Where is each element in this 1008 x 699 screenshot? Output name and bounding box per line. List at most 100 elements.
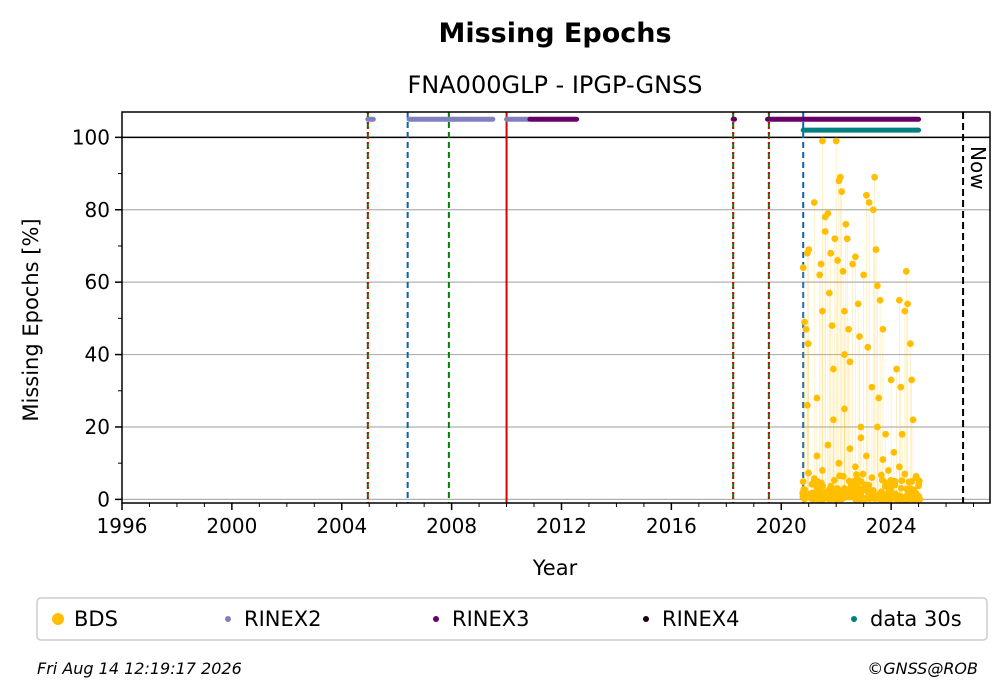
bds-point bbox=[819, 137, 826, 145]
x-tick-label: 1996 bbox=[97, 514, 148, 538]
now-label: Now bbox=[966, 146, 990, 190]
bds-point bbox=[824, 441, 832, 449]
bds-point bbox=[830, 476, 838, 484]
bds-point bbox=[840, 494, 848, 501]
bds-point bbox=[820, 495, 827, 503]
legend-label: BDS bbox=[74, 607, 118, 631]
legend-label: RINEX2 bbox=[244, 607, 322, 631]
bds-point bbox=[906, 485, 914, 492]
bds-point bbox=[859, 470, 867, 478]
bds-point bbox=[902, 267, 910, 275]
bds-point bbox=[890, 477, 898, 485]
legend-label: RINEX4 bbox=[662, 607, 740, 631]
legend-label: data 30s bbox=[870, 607, 962, 631]
bds-point bbox=[813, 452, 821, 460]
x-tick-label: 2016 bbox=[646, 514, 697, 538]
bds-point bbox=[814, 480, 822, 487]
bds-point bbox=[838, 188, 846, 196]
bds-point bbox=[901, 470, 909, 478]
bds-point bbox=[832, 137, 840, 145]
bds-point bbox=[871, 173, 879, 181]
x-tick-label: 2024 bbox=[866, 514, 917, 538]
bds-point bbox=[895, 296, 903, 304]
bds-point bbox=[879, 456, 887, 463]
y-tick-label: 100 bbox=[72, 125, 110, 149]
bds-point bbox=[831, 235, 839, 243]
bds-point bbox=[854, 475, 862, 483]
x-tick-label: 2012 bbox=[536, 514, 587, 538]
footer-timestamp: Fri Aug 14 12:19:17 2026 bbox=[37, 659, 242, 678]
bds-point bbox=[842, 220, 850, 228]
bds-point bbox=[802, 325, 810, 333]
bds-point bbox=[805, 469, 812, 477]
bds-point bbox=[877, 471, 885, 479]
chart-title: Missing Epochs bbox=[438, 18, 671, 49]
legend: BDS RINEX2 RINEX3 RINEX4 data 30s bbox=[52, 607, 962, 631]
bds-point bbox=[856, 333, 863, 340]
y-tick-label: 60 bbox=[85, 270, 110, 294]
bds-point bbox=[865, 491, 873, 499]
bds-point bbox=[841, 351, 848, 358]
bds-point bbox=[799, 478, 807, 486]
bds-point bbox=[830, 365, 837, 373]
bds-point bbox=[893, 365, 901, 373]
bds-point bbox=[909, 416, 917, 424]
bds-point bbox=[843, 235, 851, 243]
x-tick-label: 2020 bbox=[756, 514, 807, 538]
bds-point bbox=[873, 423, 881, 431]
bds-point bbox=[904, 300, 911, 308]
footer-credit: ©GNSS@ROB bbox=[867, 659, 978, 678]
bds-point bbox=[898, 477, 906, 485]
bds-point bbox=[845, 325, 852, 333]
bds-point bbox=[841, 307, 848, 315]
bds-point bbox=[819, 307, 826, 315]
bds-point bbox=[836, 472, 843, 480]
bds-point bbox=[860, 271, 868, 279]
bds-point bbox=[869, 206, 877, 214]
x-tick-label: 2000 bbox=[206, 514, 257, 538]
bds-point bbox=[839, 267, 847, 275]
bds-point bbox=[895, 463, 903, 471]
bds-point bbox=[857, 434, 865, 442]
bds-point bbox=[846, 485, 854, 493]
bds-point bbox=[879, 325, 887, 333]
bds-point bbox=[819, 490, 827, 497]
bds-point bbox=[864, 343, 872, 351]
legend-marker bbox=[225, 616, 231, 622]
bds-point bbox=[906, 493, 914, 501]
bds-point bbox=[830, 416, 837, 424]
bds-point bbox=[890, 448, 898, 456]
bds-point bbox=[854, 300, 862, 308]
bds-point bbox=[845, 477, 853, 485]
bds-point bbox=[855, 490, 862, 498]
y-tick-label: 40 bbox=[85, 343, 110, 367]
bds-point bbox=[811, 490, 818, 498]
bds-point bbox=[817, 260, 825, 268]
bds-point bbox=[816, 271, 824, 279]
x-tick-label: 2004 bbox=[316, 514, 367, 538]
bds-point bbox=[911, 493, 919, 501]
bds-point bbox=[836, 173, 844, 181]
bds-point bbox=[819, 467, 826, 474]
bds-point bbox=[799, 264, 807, 272]
bds-point bbox=[841, 405, 848, 413]
bds-point bbox=[884, 467, 892, 474]
bds-point bbox=[898, 430, 906, 438]
bds-point bbox=[849, 260, 857, 268]
bds-point bbox=[810, 199, 818, 206]
bds-point bbox=[862, 191, 870, 199]
bds-point bbox=[887, 376, 895, 384]
y-tick-label: 0 bbox=[97, 487, 110, 511]
bds-point bbox=[803, 401, 811, 409]
bds-point bbox=[800, 489, 807, 497]
bds-point bbox=[882, 430, 890, 438]
bds-point bbox=[908, 376, 916, 384]
bds-point bbox=[821, 228, 829, 235]
bds-point bbox=[862, 452, 870, 460]
legend-box bbox=[36, 597, 988, 641]
y-tick-label: 20 bbox=[85, 415, 110, 439]
bds-point bbox=[906, 340, 914, 348]
bds-point bbox=[876, 493, 884, 500]
x-axis-label: Year bbox=[532, 556, 578, 580]
bds-point bbox=[868, 474, 876, 482]
